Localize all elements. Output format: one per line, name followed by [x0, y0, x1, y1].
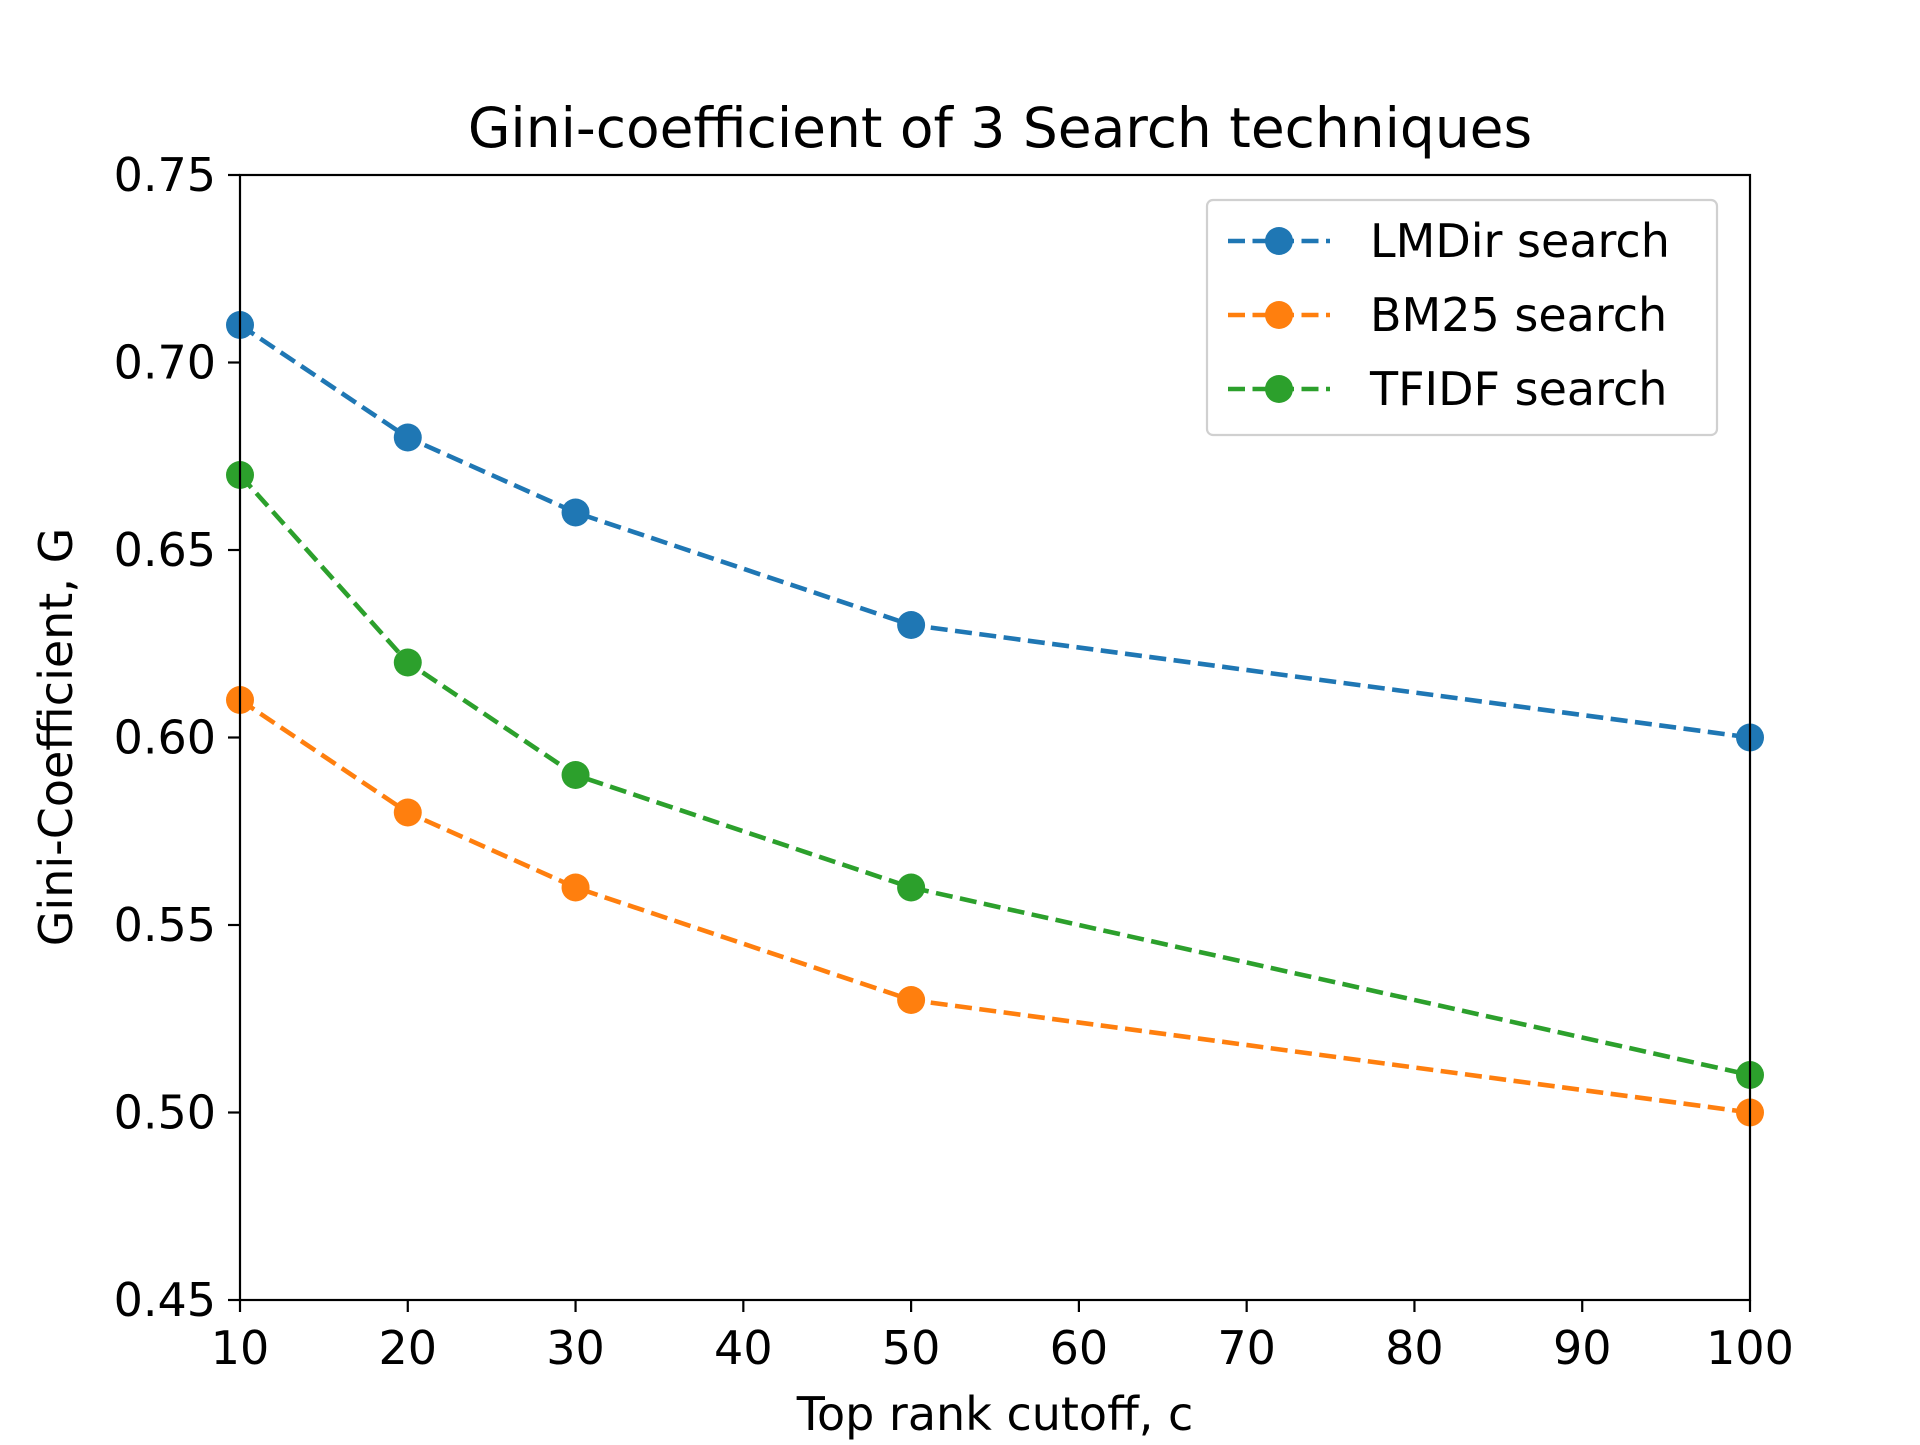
data-point-tfidf-search	[393, 648, 422, 677]
y-axis-label: Gini-Coefficient, G	[29, 528, 83, 946]
legend-label-tfidf-search: TFIDF search	[1369, 362, 1667, 416]
data-point-lmdir-search	[897, 611, 926, 639]
series-line-bm25-search	[238, 698, 1751, 1115]
y-tick-label: 0.45	[114, 1273, 216, 1327]
legend-label-bm25-search: BM25 search	[1370, 288, 1667, 342]
data-point-tfidf-search	[561, 761, 590, 789]
x-tick-label: 50	[882, 1321, 941, 1375]
legend-marker-lmdir-search	[1265, 227, 1293, 255]
series-layer	[226, 311, 1764, 1127]
legend-marker-bm25-search	[1265, 301, 1293, 329]
data-point-tfidf-search	[897, 873, 926, 902]
legend-marker-tfidf-search	[1265, 375, 1293, 403]
x-axis-label: Top rank cutoff, c	[796, 1387, 1194, 1440]
x-tick-label: 30	[546, 1321, 605, 1375]
series-line-lmdir-search	[238, 323, 1751, 740]
legend: LMDir search BM25 search TFIDF search	[1205, 198, 1719, 437]
y-tick-label: 0.50	[114, 1086, 216, 1140]
x-tick-label: 20	[379, 1321, 438, 1375]
x-tick-label: 60	[1050, 1321, 1109, 1375]
y-axis: 0.45 0.50 0.55 0.60 0.65 0.70 0.75	[114, 148, 240, 1327]
legend-label-lmdir-search: LMDir search	[1370, 214, 1670, 268]
y-tick-label: 0.60	[114, 711, 216, 765]
data-point-bm25-search	[897, 986, 926, 1014]
chart-title: Gini-coefficient of 3 Search techniques	[468, 96, 1532, 160]
data-point-lmdir-search	[561, 498, 590, 527]
y-tick-label: 0.65	[114, 523, 216, 577]
y-tick-label: 0.70	[114, 336, 216, 390]
legend-box	[1205, 198, 1719, 437]
data-point-bm25-search	[561, 873, 590, 902]
x-tick-label: 70	[1217, 1321, 1276, 1375]
x-tick-label: 40	[714, 1321, 773, 1375]
x-tick-label: 80	[1385, 1321, 1444, 1375]
x-tick-label: 90	[1553, 1321, 1612, 1375]
data-point-bm25-search	[393, 798, 422, 827]
x-tick-label: 10	[211, 1321, 270, 1375]
y-tick-label: 0.55	[114, 898, 216, 952]
x-tick-label: 100	[1706, 1321, 1794, 1375]
series-bm25-search	[226, 686, 1764, 1127]
y-tick-label: 0.75	[114, 148, 216, 202]
series-tfidf-search	[226, 461, 1764, 1089]
x-axis: 10 20 30 40 50 60 70 80 90 100	[211, 1300, 1794, 1375]
data-point-lmdir-search	[393, 423, 422, 452]
